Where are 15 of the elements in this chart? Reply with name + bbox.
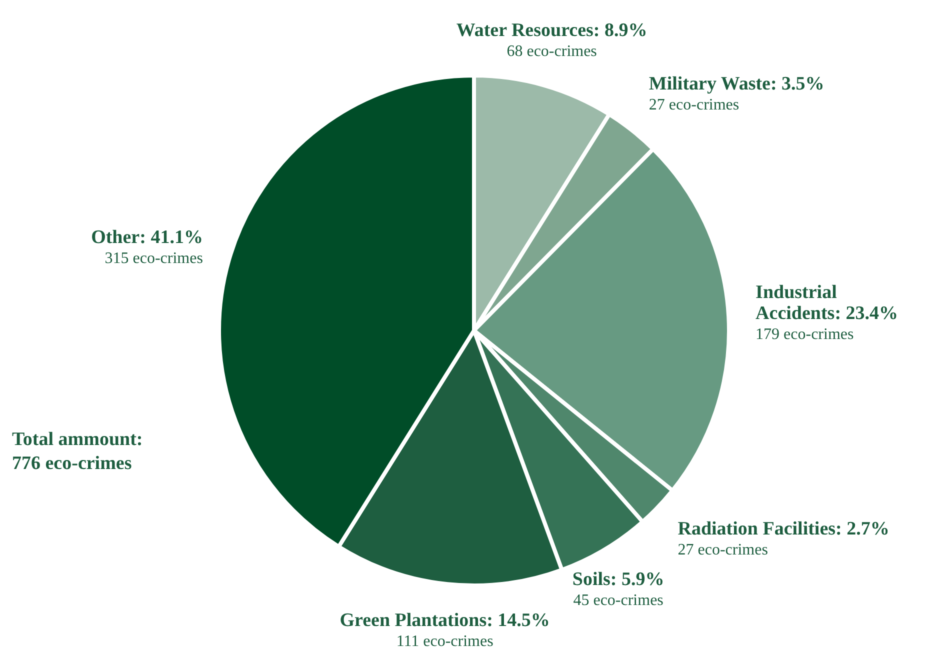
text: 68 eco-crimes (506, 43, 597, 60)
text: 27 eco-crimes (648, 96, 740, 114)
text: Total ammount: 776 eco-crimes (12, 429, 143, 474)
slice-label: Industrial Accidents: 23.4% (756, 282, 898, 324)
slice-label: Water Resources: 8.9% (456, 20, 648, 42)
slice-label: Radiation Facilities: 2.7% (678, 518, 890, 540)
slice-label: Green Plantations: 14.5% (340, 610, 550, 631)
text: 111 eco-crimes (396, 632, 494, 650)
text: 179 eco-crimes (756, 326, 854, 343)
slice-label: Military Waste: 3.5% (648, 74, 824, 95)
text: 315 eco-crimes (104, 250, 203, 267)
text: 27 eco-crimes (678, 541, 768, 558)
slice-label: Other: 41.1% (91, 226, 203, 248)
text: 45 eco-crimes (573, 592, 664, 610)
slice-label: Soils: 5.9% (572, 569, 664, 590)
